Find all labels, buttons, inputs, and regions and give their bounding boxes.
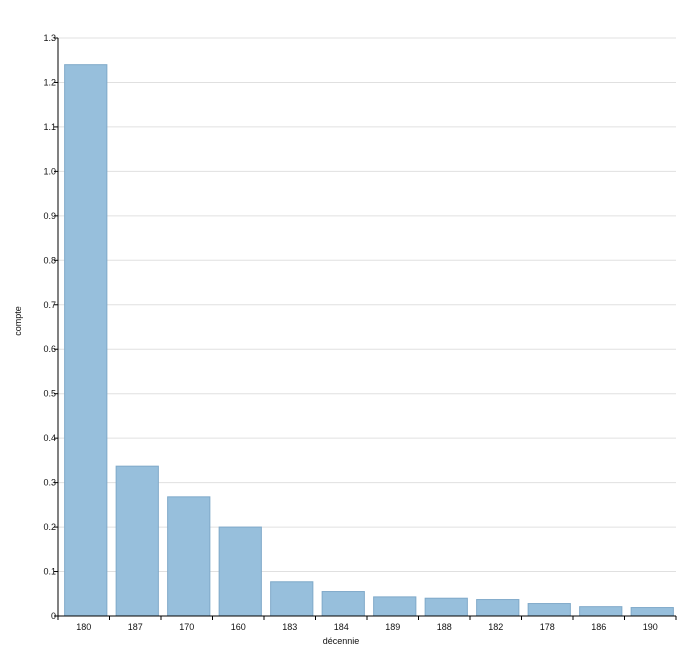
- x-tick-label: 186: [591, 622, 606, 632]
- x-tick-label: 190: [643, 622, 658, 632]
- y-tick-label: 0.1: [43, 567, 56, 577]
- x-tick-label: 178: [540, 622, 555, 632]
- bar: [321, 591, 365, 617]
- bar: [630, 607, 674, 617]
- bar: [115, 465, 159, 617]
- y-tick-label: 1.1: [43, 122, 56, 132]
- y-tick-label: 0.6: [43, 344, 56, 354]
- x-tick-label: 188: [437, 622, 452, 632]
- y-tick-label: 1.3: [43, 33, 56, 43]
- y-tick-label: 0.2: [43, 522, 56, 532]
- gridlines: [58, 37, 676, 573]
- y-tick-label: 0.4: [43, 433, 56, 443]
- x-axis-title: décennie: [323, 636, 360, 646]
- y-tick-label: 0.5: [43, 389, 56, 399]
- y-tick-label: 0.7: [43, 300, 56, 310]
- y-tick-label: 0.3: [43, 478, 56, 488]
- bar: [64, 64, 108, 617]
- x-tick-label: 160: [231, 622, 246, 632]
- y-tick-label: 0.9: [43, 211, 56, 221]
- y-axis-title: compte: [13, 306, 23, 336]
- x-tick-label: 189: [385, 622, 400, 632]
- x-tick-label: 184: [334, 622, 349, 632]
- bar: [167, 496, 211, 617]
- bar: [218, 526, 262, 617]
- y-axis: 0 0.1 0.2 0.3 0.4 0.5 0.6 0.7 0.8 0.9 1.0 1.1 1.2 1.3: [43, 33, 59, 621]
- x-tick-label: 183: [282, 622, 297, 632]
- x-tick-label: 182: [488, 622, 503, 632]
- bar: [373, 596, 417, 617]
- bar: [527, 603, 571, 617]
- bar: [476, 599, 520, 617]
- x-tick-label: 170: [179, 622, 194, 632]
- y-tick-label: 0: [51, 611, 56, 621]
- y-tick-label: 0.8: [43, 255, 56, 265]
- x-axis: 180 187 170 160 183 184 189 188 182 178 186 190: [57, 615, 677, 632]
- x-tick-label: 180: [76, 622, 91, 632]
- y-tick-label: 1.0: [43, 166, 56, 176]
- x-tick-label: 187: [128, 622, 143, 632]
- bar: [579, 606, 623, 617]
- y-tick-label: 1.2: [43, 77, 56, 87]
- bar: [270, 581, 314, 617]
- bars: [64, 64, 674, 617]
- bar: [424, 597, 468, 617]
